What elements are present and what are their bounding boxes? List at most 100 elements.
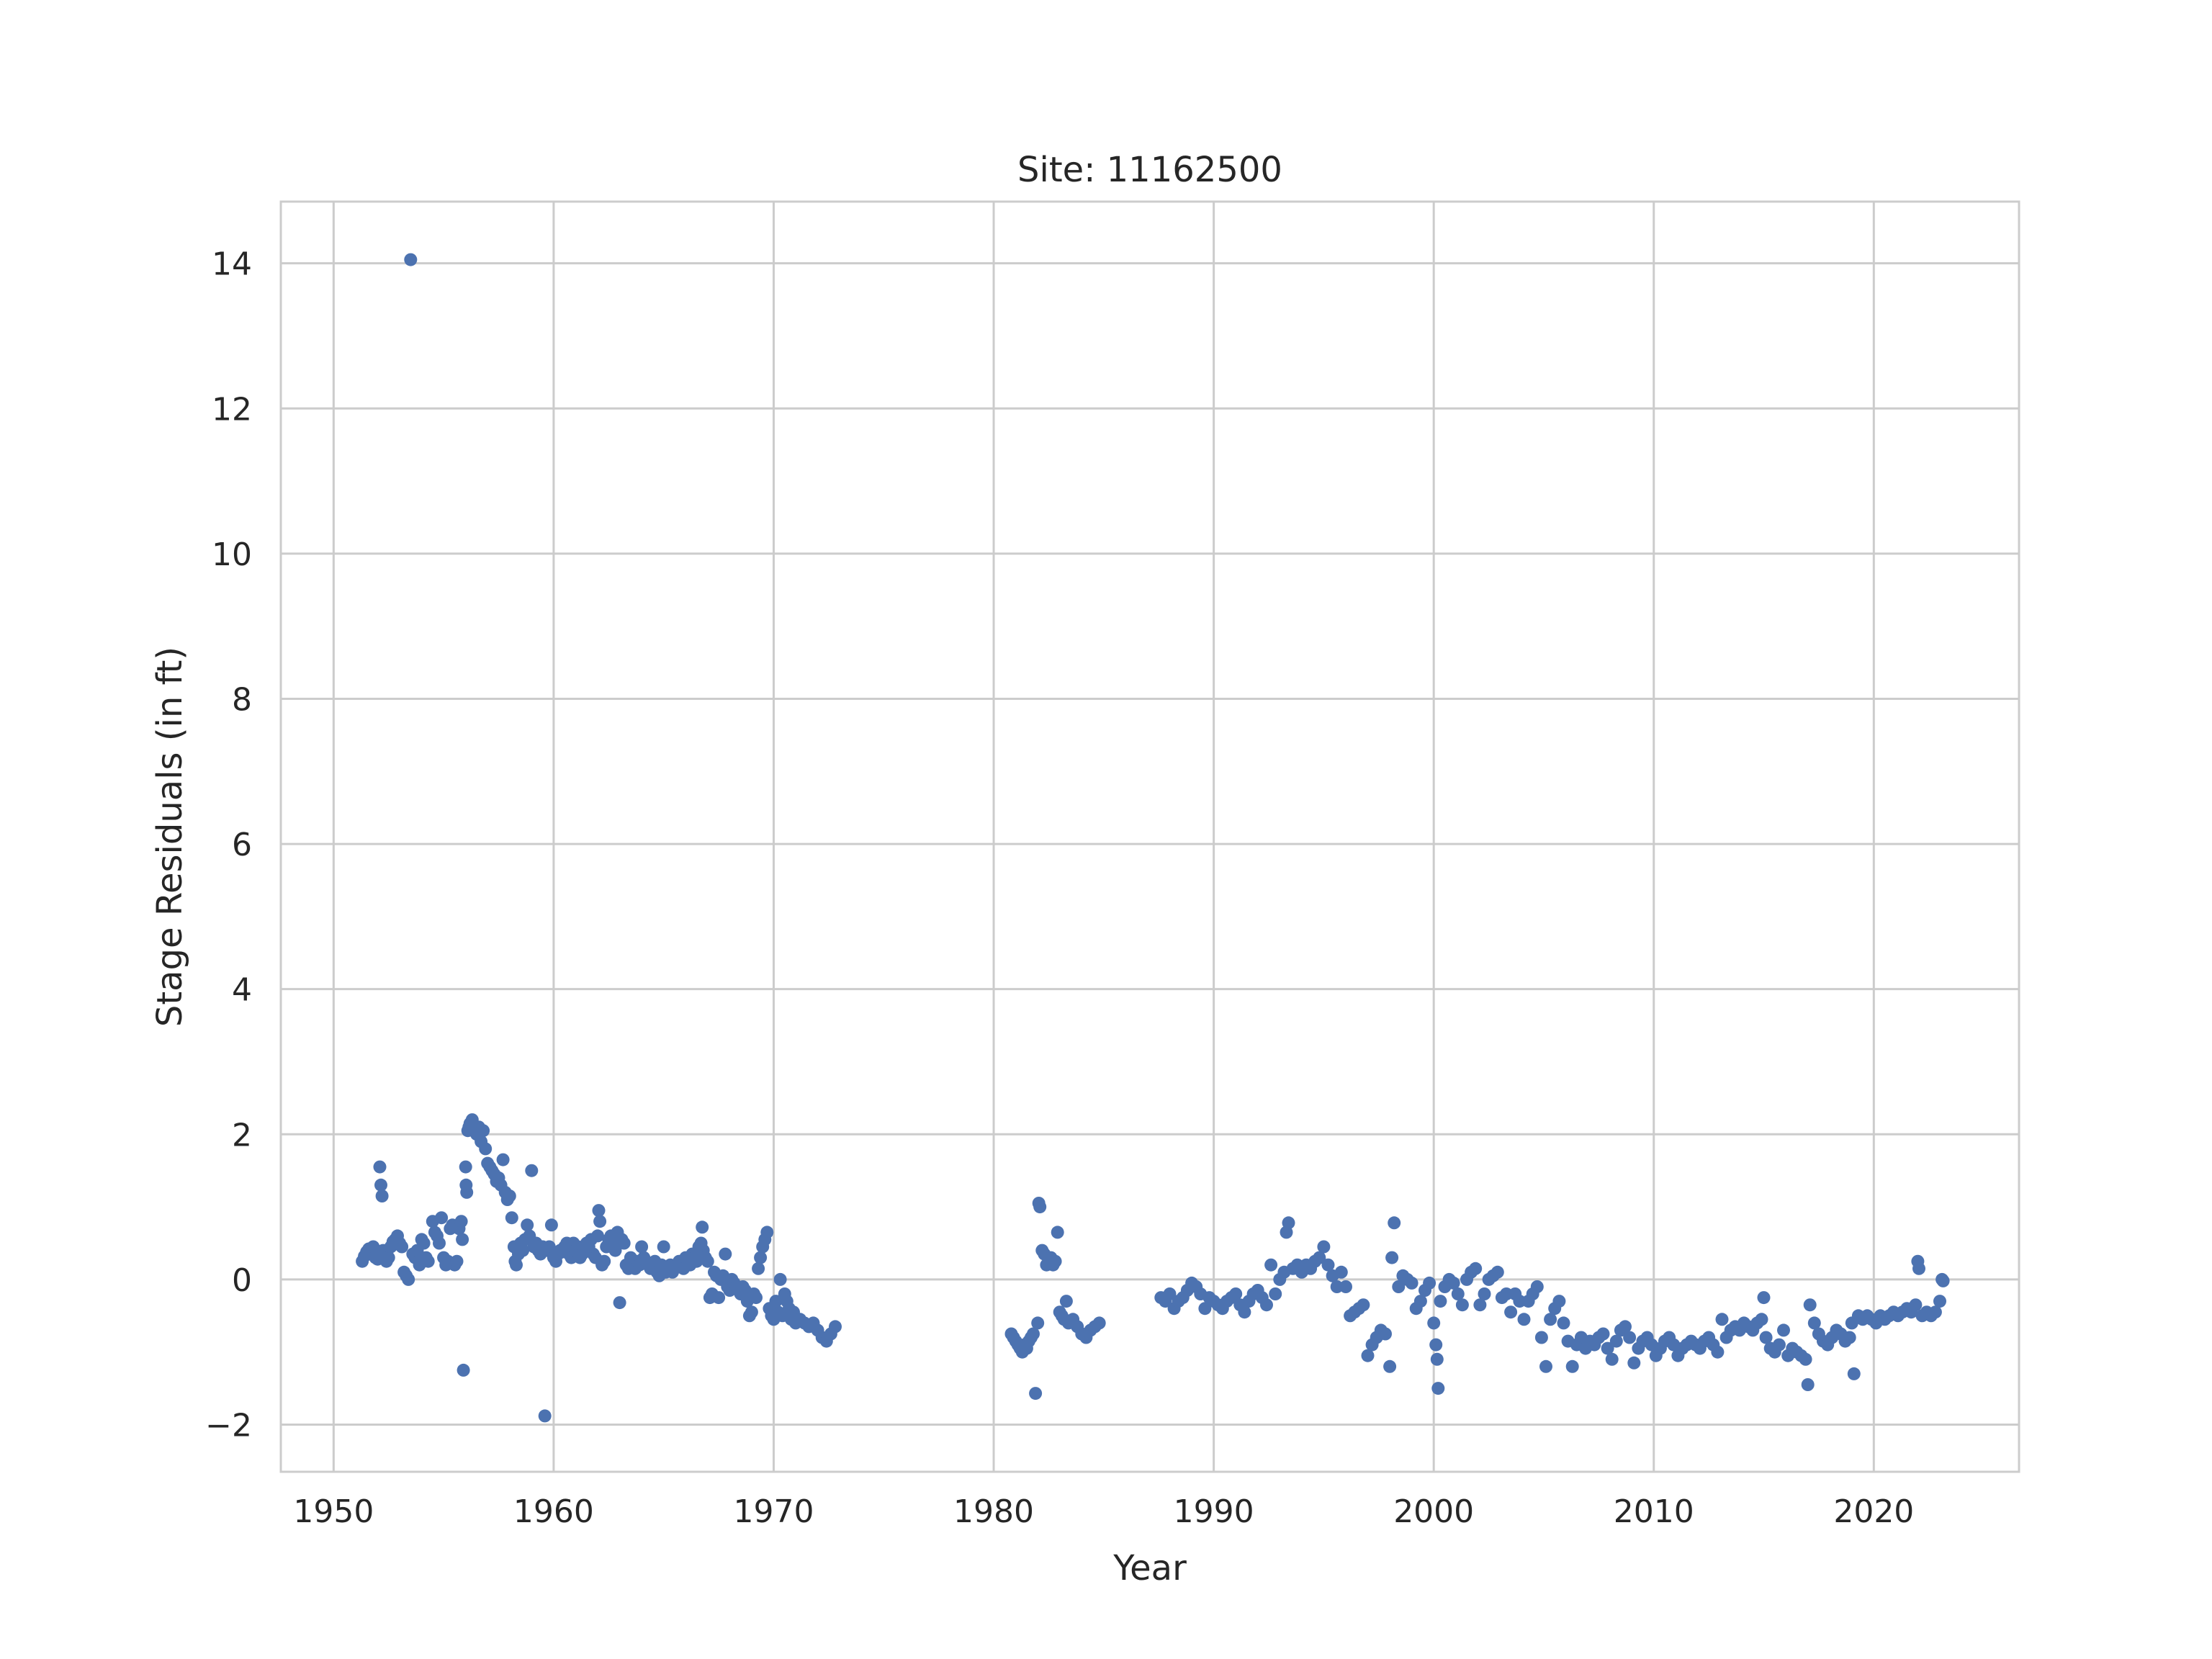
data-point (1388, 1216, 1401, 1230)
data-point (1759, 1331, 1773, 1344)
data-point (496, 1153, 510, 1166)
data-point (1334, 1265, 1348, 1279)
data-point (1379, 1327, 1392, 1341)
x-tick-label: 1970 (733, 1493, 814, 1530)
x-tick-label: 2000 (1393, 1493, 1474, 1530)
data-point (752, 1262, 765, 1275)
data-point (1431, 1382, 1445, 1395)
data-point (477, 1124, 490, 1138)
data-point (1282, 1216, 1295, 1230)
data-point (1544, 1313, 1557, 1326)
data-point (460, 1185, 474, 1199)
data-point (657, 1240, 670, 1254)
data-point (1430, 1352, 1444, 1366)
data-point (1027, 1327, 1040, 1341)
data-point (598, 1254, 611, 1268)
y-tick-labels: −2 0 2 4 6 8 10 12 14 (205, 246, 252, 1444)
x-tick-label: 1990 (1174, 1493, 1254, 1530)
data-point (1757, 1291, 1771, 1305)
data-point (538, 1409, 552, 1423)
data-point (1803, 1298, 1817, 1312)
y-tick-label: 4 (232, 972, 252, 1009)
data-point (1361, 1349, 1375, 1362)
data-point (1928, 1305, 1942, 1319)
data-point (1909, 1298, 1923, 1312)
data-point (1478, 1287, 1491, 1300)
data-point (1933, 1295, 1946, 1308)
data-point (760, 1226, 774, 1239)
data-point (1601, 1341, 1614, 1355)
data-point (1491, 1265, 1504, 1279)
data-point (457, 1363, 470, 1377)
data-point (1777, 1323, 1790, 1337)
data-point (1801, 1378, 1815, 1391)
data-point (402, 1272, 415, 1286)
data-point (1623, 1331, 1637, 1344)
data-point (1392, 1280, 1406, 1293)
data-point (454, 1215, 468, 1228)
x-axis-label: Year (1112, 1548, 1187, 1588)
chart-title: Site: 11162500 (1017, 150, 1282, 190)
data-point (1557, 1316, 1570, 1330)
data-point (1565, 1359, 1579, 1373)
data-point (1504, 1305, 1518, 1319)
data-point (1238, 1305, 1251, 1319)
data-point (1317, 1240, 1331, 1254)
data-point (421, 1254, 435, 1268)
data-point (1619, 1320, 1632, 1334)
data-point (1755, 1313, 1768, 1326)
data-point (1269, 1287, 1282, 1300)
data-point (1451, 1287, 1465, 1300)
data-point (450, 1254, 464, 1268)
x-tick-label: 2010 (1614, 1493, 1694, 1530)
data-point (1313, 1251, 1326, 1264)
data-point (1807, 1316, 1821, 1330)
y-tick-label: 6 (232, 827, 252, 863)
y-tick-label: 14 (212, 246, 252, 283)
x-tick-label: 1980 (953, 1493, 1034, 1530)
data-point (1912, 1262, 1925, 1275)
data-point (433, 1236, 446, 1250)
y-tick-label: −2 (205, 1407, 252, 1444)
data-point (719, 1247, 732, 1261)
data-point (417, 1236, 431, 1250)
data-point (1799, 1352, 1812, 1366)
data-point (1357, 1298, 1370, 1312)
data-point (395, 1240, 409, 1254)
data-point (701, 1254, 714, 1268)
data-point (1163, 1287, 1177, 1300)
data-point (635, 1240, 649, 1254)
y-tick-label: 0 (232, 1262, 252, 1299)
data-point (1715, 1313, 1729, 1326)
data-point (404, 253, 418, 266)
data-point (525, 1164, 539, 1177)
data-point (1772, 1338, 1786, 1352)
data-point (1260, 1298, 1273, 1312)
data-point (1530, 1280, 1544, 1293)
grid (281, 202, 2019, 1472)
data-points (356, 253, 1950, 1423)
data-point (1596, 1327, 1610, 1341)
x-tick-label: 1960 (513, 1493, 594, 1530)
data-point (750, 1291, 763, 1305)
data-point (1264, 1258, 1278, 1272)
data-point (374, 1178, 387, 1192)
data-point (1429, 1338, 1443, 1352)
data-point (1405, 1276, 1419, 1290)
data-point (542, 1240, 556, 1254)
x-tick-label: 2020 (1833, 1493, 1914, 1530)
data-point (1330, 1280, 1344, 1293)
data-point (373, 1160, 387, 1174)
data-point (1539, 1359, 1552, 1373)
data-point (1385, 1251, 1399, 1264)
data-point (745, 1305, 758, 1319)
data-point (521, 1218, 534, 1232)
data-point (1198, 1302, 1212, 1316)
data-point (1033, 1200, 1047, 1214)
data-point (1711, 1345, 1725, 1359)
data-point (1434, 1295, 1447, 1308)
data-point (456, 1233, 469, 1246)
